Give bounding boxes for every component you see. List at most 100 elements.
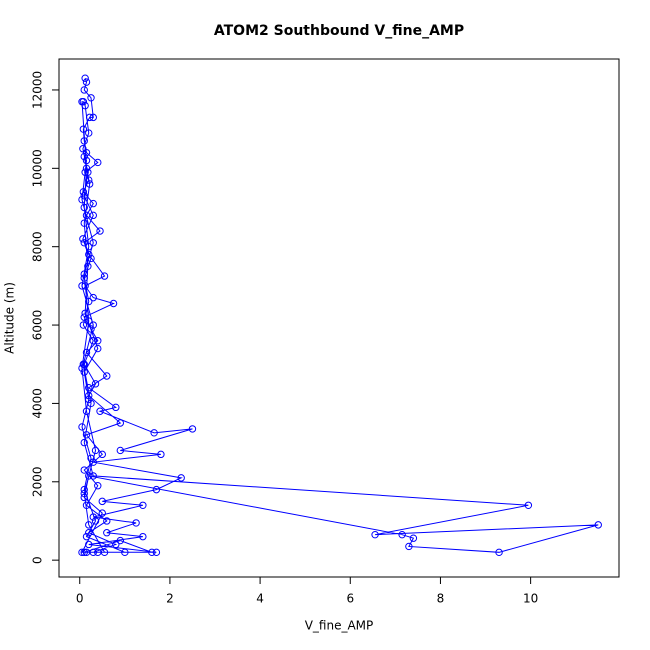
data-point xyxy=(85,529,93,537)
data-point xyxy=(98,497,106,506)
data-point xyxy=(81,168,89,176)
data-point xyxy=(371,530,379,539)
data-point xyxy=(85,391,93,400)
data-point xyxy=(116,536,125,545)
data-point xyxy=(82,431,91,439)
data-point xyxy=(79,321,88,329)
data-point xyxy=(82,532,91,541)
data-point xyxy=(112,540,120,549)
data-point xyxy=(148,548,156,557)
data-point xyxy=(85,242,93,251)
data-point xyxy=(81,74,89,82)
chart-title: ATOM2 Southbound V_fine_AMP xyxy=(214,23,464,39)
data-point xyxy=(524,501,533,509)
data-point xyxy=(89,113,97,122)
data-point xyxy=(98,450,106,459)
data-point xyxy=(80,137,88,145)
data-point xyxy=(94,482,102,490)
data-point xyxy=(87,454,95,462)
data-point xyxy=(84,168,92,176)
data-point xyxy=(94,337,102,345)
data-point xyxy=(91,446,100,455)
data-point xyxy=(82,348,91,357)
data-point xyxy=(177,474,185,482)
data-point xyxy=(80,152,88,161)
data-point xyxy=(80,485,88,494)
data-point xyxy=(80,438,88,447)
data-point xyxy=(89,472,97,480)
data-point xyxy=(116,419,125,427)
data-point xyxy=(80,219,88,227)
data-point xyxy=(152,485,161,494)
data-point xyxy=(121,548,129,557)
data-point xyxy=(85,395,93,404)
data-point xyxy=(94,344,102,353)
data-point xyxy=(81,309,89,317)
data-point xyxy=(109,299,118,308)
data-point xyxy=(87,325,95,333)
data-point xyxy=(405,542,413,551)
data-point xyxy=(82,156,91,165)
data-point xyxy=(79,235,87,243)
data-point xyxy=(98,509,106,517)
data-point xyxy=(80,466,88,474)
data-point xyxy=(89,458,97,466)
data-point xyxy=(85,180,94,188)
data-point xyxy=(80,86,88,94)
x-tick-label: 0 xyxy=(76,592,84,606)
data-point xyxy=(80,203,88,212)
data-point xyxy=(80,368,88,376)
y-tick-label: 10000 xyxy=(31,149,45,187)
data-point xyxy=(409,534,418,542)
data-point xyxy=(80,548,88,557)
data-point xyxy=(91,517,100,525)
data-point xyxy=(82,501,91,509)
y-tick-label: 12000 xyxy=(31,71,45,109)
y-axis-label: Altitude (m) xyxy=(3,282,17,354)
data-point xyxy=(398,530,406,539)
data-point xyxy=(89,211,97,220)
data-point xyxy=(82,164,91,173)
x-tick-label: 8 xyxy=(437,592,445,606)
data-point xyxy=(150,429,158,437)
data-point xyxy=(89,199,97,208)
data-point xyxy=(85,297,93,306)
data-point xyxy=(85,176,93,184)
data-point xyxy=(80,274,88,282)
data-point xyxy=(89,337,97,345)
data-point xyxy=(157,450,165,459)
y-tick-label: 8000 xyxy=(31,231,45,262)
data-point xyxy=(80,493,88,502)
data-point xyxy=(96,227,104,235)
x-tick-label: 2 xyxy=(166,592,174,606)
data-point xyxy=(85,317,93,325)
data-point xyxy=(85,472,93,480)
data-point xyxy=(85,521,93,529)
x-tick-label: 10 xyxy=(523,592,538,606)
data-point xyxy=(132,519,140,527)
data-point xyxy=(80,489,88,498)
data-point xyxy=(85,384,93,392)
data-point xyxy=(78,98,86,106)
data-point xyxy=(85,250,93,259)
x-axis-label: V_fine_AMP xyxy=(305,619,374,633)
data-point xyxy=(79,188,88,196)
data-point xyxy=(80,192,88,200)
data-point xyxy=(78,364,86,372)
data-point xyxy=(103,529,111,537)
data-point xyxy=(80,270,88,278)
y-tick-label: 0 xyxy=(31,556,45,564)
data-point xyxy=(96,407,104,415)
data-point xyxy=(495,548,503,557)
data-point xyxy=(103,372,111,380)
data-point xyxy=(91,380,100,388)
x-tick-label: 4 xyxy=(256,592,264,606)
data-point xyxy=(78,423,86,431)
data-point xyxy=(87,399,95,408)
data-point xyxy=(139,532,147,541)
y-tick-label: 2000 xyxy=(31,467,45,498)
data-point xyxy=(82,407,91,415)
data-point xyxy=(79,360,88,368)
data-point xyxy=(116,446,125,455)
